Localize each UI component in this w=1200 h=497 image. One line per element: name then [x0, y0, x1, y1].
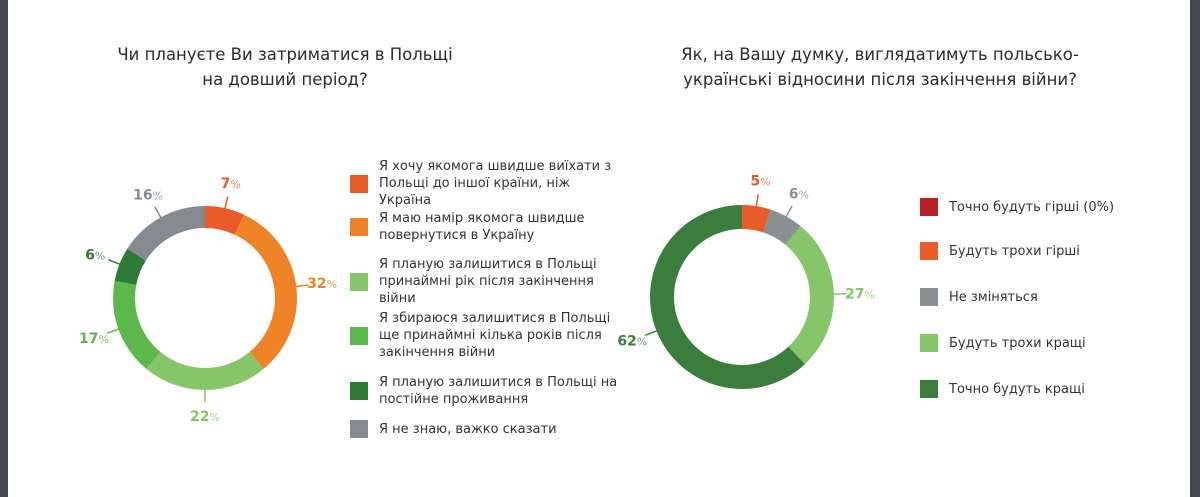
legend-swatch	[350, 272, 368, 291]
legend-item: Я збираюся залишитися в Польщі ще принай…	[350, 310, 619, 361]
title-line: на довший період?	[202, 70, 368, 89]
legend-swatch	[920, 242, 938, 260]
legend-swatch	[350, 382, 368, 400]
donut-slice	[234, 214, 297, 369]
legend-item: Я планую залишитися в Польщі на постійне…	[350, 374, 619, 408]
legend-item: Я планую залишитися в Польщі принаймні р…	[350, 256, 619, 307]
leader-line	[645, 328, 661, 336]
legend-item: Я маю намір якомога швидше повернутися в…	[350, 210, 619, 244]
legend-swatch	[350, 420, 368, 438]
data-label: 32%	[307, 276, 337, 292]
donut-slice	[785, 226, 834, 365]
data-label: 5%	[750, 173, 770, 189]
legend-label: Точно будуть кращі	[949, 381, 1085, 397]
data-label: 7%	[221, 176, 241, 192]
legend-label: Точно будуть гірші (0%)	[949, 199, 1115, 215]
legend-label: Я хочу якомога швидше виїхати з Польщі д…	[379, 159, 612, 208]
legend-swatch	[920, 380, 938, 398]
leader-line	[783, 205, 793, 221]
leader-line	[755, 194, 760, 211]
donut-slice	[205, 206, 245, 235]
leader-line	[108, 259, 124, 267]
data-label: 17%	[79, 331, 109, 347]
data-label: 22%	[190, 409, 220, 425]
donut-slice	[127, 206, 205, 261]
report-page	[8, 0, 1190, 497]
legend-label: Будуть трохи гірші	[949, 243, 1080, 259]
leader-line	[292, 284, 309, 288]
data-label: 16%	[133, 188, 163, 204]
legend-swatch	[920, 334, 938, 352]
legend-item: Будуть трохи кращі	[920, 334, 1119, 352]
legend-item: Точно будуть кращі	[920, 380, 1119, 398]
legend-item: Я хочу якомога швидше виїхати з Польщі д…	[350, 158, 619, 209]
donut-slice	[763, 209, 801, 245]
data-label: 27%	[845, 286, 875, 302]
legend-label: Я планую залишитися в Польщі на постійне…	[379, 375, 618, 407]
data-label: 62%	[617, 333, 647, 349]
legend-item: Я не знаю, важко сказати	[350, 420, 619, 438]
legend-label: Я планую залишитися в Польщі принаймні р…	[379, 257, 597, 306]
legend-item: Не зміняться	[920, 288, 1119, 306]
legend-label: Не зміняться	[949, 289, 1038, 305]
donut-slice	[113, 280, 161, 369]
legend-label: Я маю намір якомога швидше повернутися в…	[379, 211, 585, 243]
donut-slice	[742, 205, 771, 233]
legend-label: Я не знаю, важко сказати	[379, 421, 557, 437]
legend-item: Точно будуть гірші (0%)	[920, 198, 1119, 216]
legend-swatch	[350, 218, 368, 236]
legend-label: Будуть трохи кращі	[949, 335, 1086, 351]
legend-swatch	[350, 326, 368, 345]
legend-item: Будуть трохи гірші	[920, 242, 1119, 260]
leader-line	[154, 206, 164, 222]
donut-slice	[650, 205, 805, 389]
data-label: 6%	[789, 187, 809, 203]
chart-title-left: Чи плануєте Ви затриматися в Польщі на д…	[110, 42, 460, 92]
title-line: українські відносини після закінчення ві…	[683, 70, 1077, 89]
donut-slice	[114, 248, 146, 285]
chart-title-right: Як, на Вашу думку, виглядатимуть польськ…	[640, 42, 1120, 92]
donut-slice	[146, 351, 264, 390]
data-label: 6%	[85, 248, 105, 264]
legend-swatch	[920, 288, 938, 306]
leader-line	[223, 196, 229, 213]
title-line: Чи плануєте Ви затриматися в Польщі	[117, 45, 453, 64]
leader-line	[106, 327, 123, 334]
legend-swatch	[350, 174, 368, 193]
title-line: Як, на Вашу думку, виглядатимуть польськ…	[681, 45, 1079, 64]
leader-line	[829, 292, 846, 295]
legend-swatch	[920, 198, 938, 216]
legend-label: Я збираюся залишитися в Польщі ще принай…	[379, 311, 611, 360]
